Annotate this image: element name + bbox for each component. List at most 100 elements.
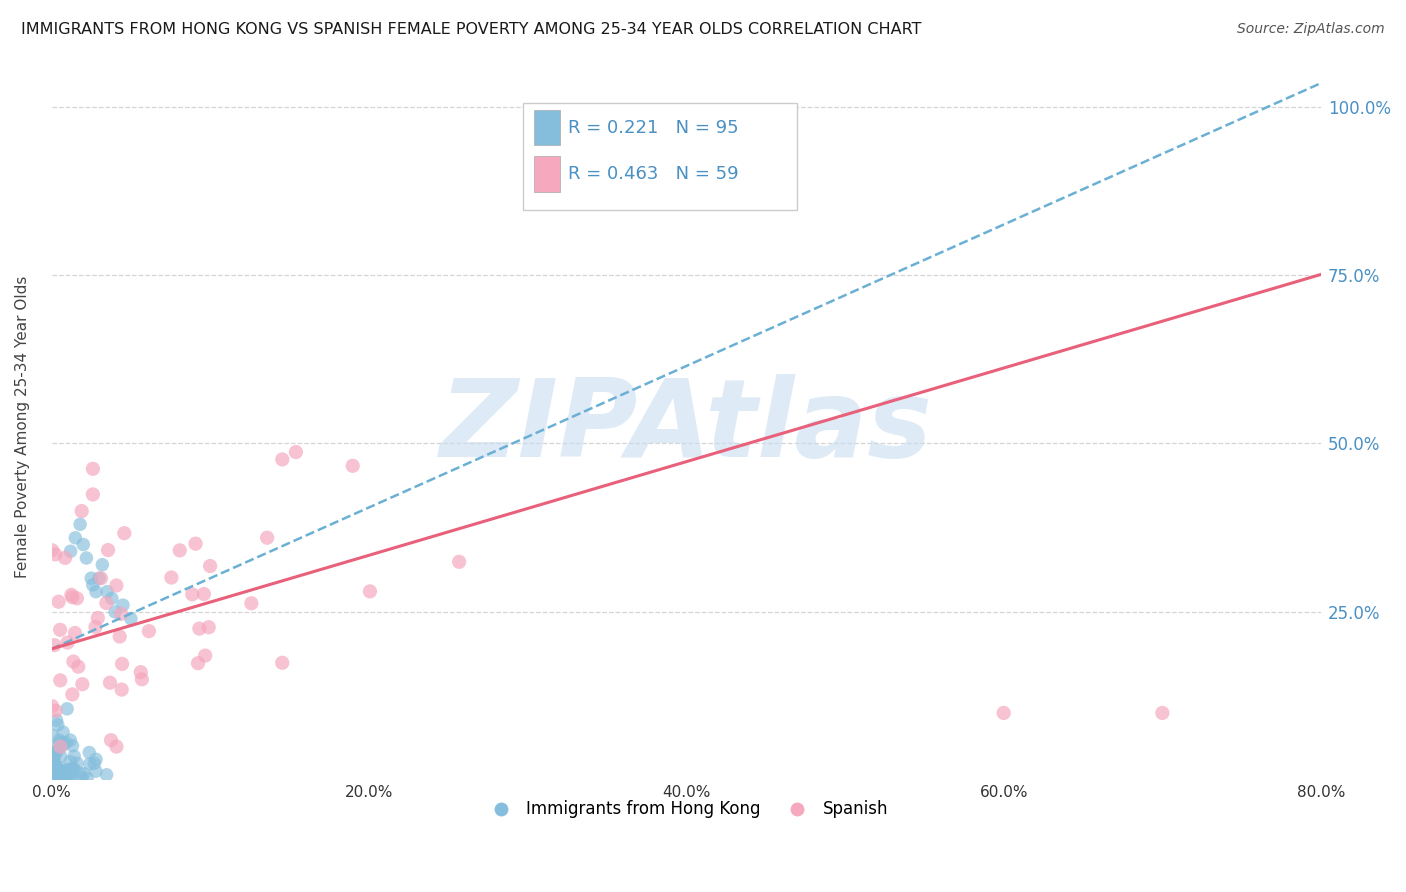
Point	[45, 767, 67, 781]
Point	[46, 761, 69, 775]
Point	[62, 762, 84, 776]
Point	[72, 537, 94, 551]
Text: R = 0.221   N = 95: R = 0.221 N = 95	[568, 120, 738, 137]
Point	[77, 746, 100, 760]
Point	[45, 713, 67, 727]
Point	[49, 749, 72, 764]
Point	[46, 767, 69, 781]
Point	[104, 605, 127, 619]
Point	[49, 740, 72, 755]
Point	[45, 768, 67, 782]
Point	[53, 764, 76, 778]
Point	[44, 759, 66, 773]
Point	[41, 729, 63, 743]
Point	[79, 756, 101, 771]
Point	[60, 590, 83, 604]
Point	[1152, 706, 1174, 720]
Point	[112, 526, 135, 541]
Point	[51, 772, 73, 787]
Point	[105, 739, 128, 754]
Point	[66, 591, 89, 606]
Point	[41, 751, 63, 765]
Point	[56, 763, 79, 777]
Point	[97, 543, 120, 558]
Point	[98, 675, 121, 690]
Point	[101, 591, 124, 606]
Point	[70, 504, 93, 518]
Point	[45, 745, 67, 759]
Point	[184, 537, 207, 551]
Point	[96, 584, 118, 599]
Point	[256, 531, 278, 545]
Point	[89, 571, 111, 585]
Point	[60, 768, 83, 782]
Point	[169, 543, 191, 558]
Point	[46, 739, 69, 754]
Point	[129, 665, 152, 680]
Point	[105, 578, 128, 592]
Point	[59, 769, 82, 783]
Point	[69, 517, 91, 532]
Point	[42, 746, 65, 760]
Point	[342, 458, 364, 473]
Point	[90, 571, 112, 585]
Text: Source: ZipAtlas.com: Source: ZipAtlas.com	[1237, 22, 1385, 37]
Point	[42, 762, 65, 776]
Point	[52, 737, 75, 751]
Point	[96, 768, 118, 782]
Point	[48, 595, 70, 609]
Point	[41, 767, 63, 781]
Text: R = 0.463   N = 59: R = 0.463 N = 59	[568, 166, 738, 184]
Point	[55, 736, 77, 750]
Point	[84, 752, 107, 766]
Point	[181, 587, 204, 601]
Point	[131, 673, 153, 687]
Point	[49, 623, 72, 637]
Point	[84, 764, 107, 779]
Point	[993, 706, 1015, 720]
Point	[45, 761, 67, 775]
Point	[42, 770, 65, 784]
Point	[96, 596, 118, 610]
Point	[111, 657, 134, 671]
Point	[160, 570, 183, 584]
Point	[193, 587, 215, 601]
Point	[44, 764, 66, 779]
Point	[108, 630, 131, 644]
Legend: Immigrants from Hong Kong, Spanish: Immigrants from Hong Kong, Spanish	[478, 794, 894, 825]
Point	[197, 620, 219, 634]
Point	[49, 735, 72, 749]
Point	[56, 769, 79, 783]
Point	[45, 746, 67, 760]
Point	[73, 766, 96, 780]
Point	[62, 655, 84, 669]
Point	[60, 687, 83, 701]
Point	[48, 733, 70, 747]
Point	[84, 620, 107, 634]
Point	[41, 771, 63, 785]
Point	[84, 584, 107, 599]
Point	[75, 551, 97, 566]
Point	[65, 531, 87, 545]
Point	[82, 462, 104, 476]
Point	[42, 756, 65, 771]
Point	[44, 547, 66, 561]
Point	[48, 760, 70, 774]
Point	[449, 555, 471, 569]
Point	[49, 739, 72, 754]
Point	[46, 769, 69, 783]
Text: ZIPAtlas: ZIPAtlas	[440, 374, 932, 480]
Point	[42, 757, 65, 772]
Point	[60, 762, 83, 776]
Point	[59, 755, 82, 769]
Point	[49, 764, 72, 778]
Point	[63, 762, 86, 776]
Point	[72, 677, 94, 691]
Point	[52, 767, 75, 781]
Point	[187, 656, 209, 670]
Point	[53, 550, 76, 565]
Point	[42, 770, 65, 784]
Point	[271, 452, 294, 467]
Point	[45, 767, 67, 781]
Point	[111, 598, 134, 612]
